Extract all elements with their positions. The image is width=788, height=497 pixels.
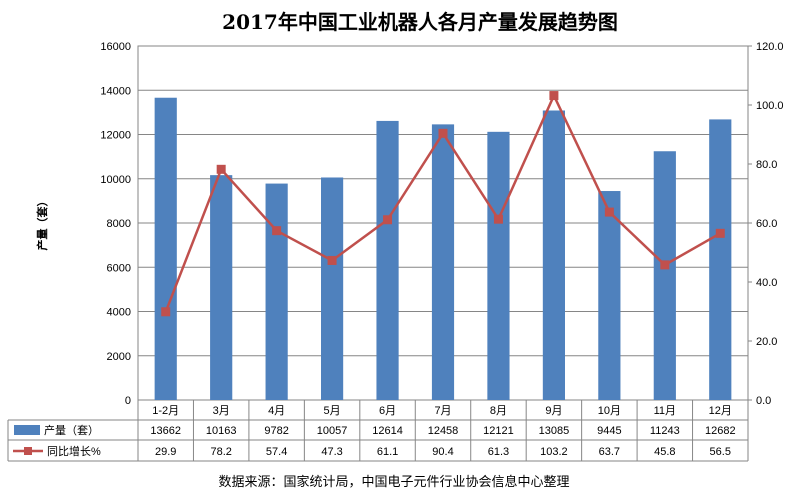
- y-tick-label: 4000: [107, 307, 131, 319]
- table-cell: 9445: [597, 425, 621, 437]
- table-cell: 12121: [483, 425, 514, 437]
- axes: 0 2000 4000 6000 8000 10000 12000 14000 16000 0.0…: [100, 41, 783, 407]
- legend-bar-label: 产量（套）: [44, 423, 99, 437]
- table-cell: 61.1: [377, 446, 398, 458]
- table-cell: 78.2: [210, 446, 231, 458]
- line-series: [161, 91, 725, 317]
- line-point: [715, 228, 725, 238]
- y-right-tick-label: 60.0: [756, 218, 777, 230]
- line-point: [327, 255, 337, 265]
- y-tick-label: 16000: [100, 41, 131, 53]
- y-right-tick-label: 0.0: [756, 395, 771, 407]
- line-point: [660, 260, 670, 270]
- table-cell: 12614: [372, 425, 403, 437]
- x-tick-label: 8月: [490, 405, 507, 417]
- table-cell: 12458: [428, 425, 459, 437]
- y-right-tick-label: 100.0: [756, 100, 784, 112]
- bar-series: [154, 97, 732, 401]
- y-tick-label: 10000: [100, 174, 131, 186]
- line-point: [383, 215, 393, 225]
- table-cell: 29.9: [155, 446, 176, 458]
- x-tick-label: 1-2月: [152, 405, 179, 417]
- y-tick-label: 0: [125, 395, 131, 407]
- source-note: 数据来源：国家统计局，中国电子元件行业协会信息中心整理: [218, 474, 569, 490]
- y-right-tick-label: 20.0: [756, 336, 777, 348]
- line-point: [161, 307, 171, 317]
- legend-bar-swatch: [14, 425, 40, 435]
- bar: [376, 120, 399, 400]
- bar: [653, 151, 676, 400]
- x-tick-label: 4月: [268, 405, 285, 417]
- y-tick-label: 8000: [107, 218, 131, 230]
- line-point: [216, 164, 226, 174]
- table-cell: 13662: [150, 425, 181, 437]
- line-point: [549, 91, 559, 101]
- bar: [154, 97, 177, 401]
- table-cell: 9782: [264, 425, 288, 437]
- table-cell: 57.4: [266, 446, 287, 458]
- legend-line-label: 同比增长%: [47, 444, 101, 458]
- y-right-tick-label: 80.0: [756, 159, 777, 171]
- x-tick-label: 11月: [654, 405, 676, 417]
- x-tick-label: 3月: [213, 405, 230, 417]
- y-right-tick-label: 120.0: [756, 41, 784, 53]
- y-tick-label: 6000: [107, 262, 131, 274]
- bar: [598, 191, 621, 400]
- line-point: [438, 128, 448, 138]
- table-cell: 10163: [206, 425, 237, 437]
- table-cell: 63.7: [599, 446, 620, 458]
- x-tick-label: 6月: [379, 405, 396, 417]
- bar: [210, 175, 233, 400]
- table-cell: 47.3: [321, 446, 342, 458]
- x-tick-label: 5月: [324, 405, 341, 417]
- x-tick-label: 10月: [598, 405, 621, 417]
- bar: [265, 183, 288, 400]
- y-axis-label: 产量（套）: [35, 196, 49, 251]
- bar: [487, 131, 510, 400]
- line-point: [493, 214, 503, 224]
- table-cell: 45.8: [654, 446, 675, 458]
- y-tick-label: 2000: [107, 351, 131, 363]
- table-cell: 103.2: [540, 446, 568, 458]
- bar: [431, 124, 455, 400]
- x-tick-label: 9月: [545, 405, 562, 417]
- x-tick-label: 7月: [434, 405, 451, 417]
- bar: [321, 177, 344, 400]
- y-tick-label: 14000: [100, 85, 131, 97]
- table-cell: 90.4: [432, 446, 453, 458]
- bar: [709, 119, 732, 400]
- table-cell: 10057: [317, 425, 348, 437]
- x-tick-label: 12月: [709, 405, 732, 417]
- table-cell: 12682: [705, 425, 736, 437]
- bar: [542, 110, 565, 400]
- line-point: [272, 226, 282, 236]
- y-tick-label: 12000: [100, 130, 131, 142]
- chart-title: 2017年中国工业机器人各月产量发展趋势图: [222, 10, 618, 34]
- legend-line-marker: [24, 447, 32, 455]
- line-point: [604, 207, 614, 217]
- table-cell: 61.3: [488, 446, 509, 458]
- table-cell: 11243: [650, 425, 680, 437]
- table-cell: 56.5: [710, 446, 731, 458]
- table-cell: 13085: [539, 425, 570, 437]
- y-right-tick-label: 40.0: [756, 277, 777, 289]
